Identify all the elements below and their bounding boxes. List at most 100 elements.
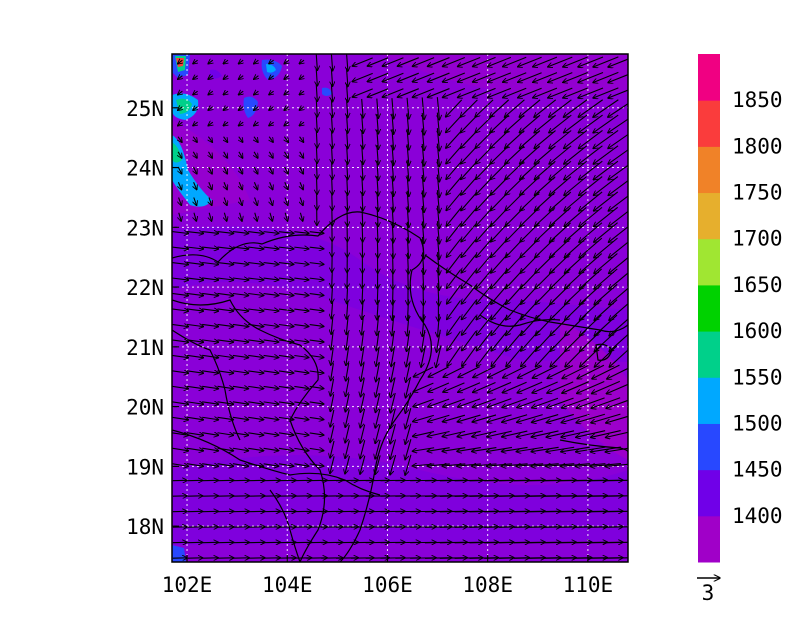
wind-arrow (375, 424, 381, 443)
wind-arrow (534, 114, 556, 133)
wind-arrow (232, 232, 249, 234)
wind-arrow (442, 88, 466, 98)
wind-arrow (457, 464, 481, 466)
wind-arrow (594, 253, 618, 274)
wind-arrow (488, 72, 512, 82)
wind-arrow (263, 340, 279, 342)
colorbar-swatch (698, 100, 720, 147)
wind-arrow (332, 270, 333, 288)
wind-arrow (594, 330, 618, 351)
wind-arrow (347, 300, 348, 319)
wind-arrow (254, 182, 257, 189)
wind-arrow (406, 345, 411, 367)
wind-arrow (193, 91, 198, 95)
wind-arrow (309, 340, 324, 342)
x-tick-label: 108E (462, 573, 513, 597)
wind-arrow (172, 417, 188, 420)
wind-arrow (461, 161, 478, 180)
wind-arrow (392, 160, 394, 181)
colorbar-swatch (698, 54, 720, 101)
wind-arrow (172, 309, 188, 311)
wind-arrow (563, 87, 588, 98)
wind-arrow (294, 417, 308, 419)
wind-arrow (607, 367, 628, 379)
wind-arrow (309, 247, 324, 249)
wind-arrow (609, 349, 628, 367)
wind-arrow (360, 424, 366, 444)
wind-arrow (309, 325, 324, 327)
colorbar-label: 1600 (732, 319, 783, 343)
wind-arrow (475, 176, 493, 195)
wind-arrow (594, 268, 618, 289)
wind-arrow (502, 381, 527, 392)
wind-arrow (347, 68, 348, 86)
wind-arrow (608, 149, 628, 164)
wind-arrow (458, 366, 480, 378)
wind-arrow (377, 191, 378, 212)
wind-arrow (578, 99, 604, 118)
wind-arrow (422, 314, 424, 336)
wind-arrow (299, 60, 304, 64)
wind-arrow (294, 464, 308, 466)
wind-arrow (549, 114, 572, 133)
y-tick-label: 20N (126, 396, 164, 420)
vector-reference-label: 3 (702, 581, 715, 605)
wind-arrow (486, 464, 513, 466)
wind-arrow (602, 526, 628, 528)
wind-arrow (263, 371, 279, 373)
wind-arrow (437, 128, 439, 151)
wind-arrow (428, 398, 450, 407)
wind-arrow (397, 57, 419, 67)
wind-arrow (347, 285, 348, 303)
wind-arrow (505, 130, 525, 149)
wind-arrow (172, 293, 188, 295)
colorbar-label: 1700 (732, 227, 783, 251)
wind-arrow (490, 130, 509, 149)
wind-arrow (579, 253, 603, 274)
wind-arrow (579, 283, 602, 304)
wind-arrow (278, 371, 294, 373)
wind-arrow (346, 316, 348, 334)
wind-arrow (299, 91, 304, 95)
wind-arrow (461, 145, 478, 164)
wind-arrow (490, 145, 509, 164)
wind-arrow (269, 136, 273, 143)
wind-arrow (407, 144, 409, 165)
wind-arrow (316, 99, 317, 117)
wind-arrow (193, 107, 198, 111)
wind-arrow (427, 430, 450, 436)
wind-arrow (202, 247, 219, 249)
wind-arrow (224, 166, 228, 174)
wind-arrow (561, 413, 590, 422)
wind-arrow (239, 151, 243, 158)
wind-arrow (602, 495, 628, 497)
wind-arrow (347, 161, 348, 179)
wind-arrow (476, 330, 493, 351)
wind-arrow (375, 439, 381, 459)
wind-arrow (360, 409, 366, 428)
wind-arrow (202, 278, 219, 280)
wind-arrow (506, 315, 524, 335)
wind-arrow (442, 430, 466, 436)
wind-arrow (534, 176, 556, 196)
wind-arrow (186, 293, 204, 295)
wind-arrow (516, 446, 544, 451)
x-tick-label: 104E (262, 573, 313, 597)
wind-arrow (472, 56, 496, 66)
wind-arrow (579, 222, 603, 242)
wind-arrow (362, 284, 363, 304)
wind-arrow (608, 118, 628, 133)
wind-arrow (437, 112, 439, 136)
wind-arrow (193, 122, 198, 126)
wind-arrow (172, 433, 188, 436)
wind-arrow (606, 383, 628, 394)
wind-arrow (193, 151, 197, 158)
wind-arrow (412, 57, 435, 67)
wind-arrow (407, 175, 409, 196)
wind-arrow (232, 293, 249, 295)
wind-arrow (422, 221, 424, 243)
wind-arrow (531, 430, 559, 437)
wind-arrow (579, 268, 603, 289)
wind-arrow (294, 433, 308, 435)
wind-arrow (186, 417, 204, 420)
